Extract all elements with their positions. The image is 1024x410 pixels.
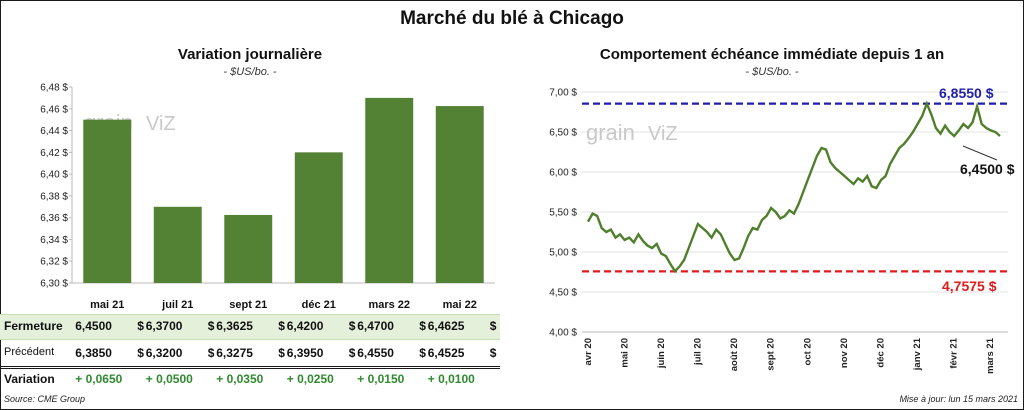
line-x-tick-label: févr 21 (948, 337, 959, 368)
bar (153, 206, 202, 283)
table-cell: 6,3275 (216, 346, 253, 360)
bar-y-tick-label: 6,36 $ (40, 213, 68, 224)
line-x-axis: avr 20 mai 20 juin 20 juil 20 août 20 sept 20… (583, 337, 996, 374)
bar-y-tick-label: 6,38 $ (40, 191, 68, 202)
line-x-tick-label: mai 20 (620, 338, 631, 368)
page-title: Marché du blé à Chicago (400, 8, 624, 29)
table-cell-currency: $ (419, 319, 426, 333)
last-price-leader (962, 145, 998, 161)
table-cell: + 0,0250 (286, 372, 334, 386)
bar-y-tick-label: 6,34 $ (40, 235, 68, 246)
table-cell: 6,4700 (357, 319, 394, 333)
table-cell-currency: $ (348, 346, 356, 360)
bar (224, 214, 273, 283)
table-cell: 6,4525 (427, 346, 465, 360)
table-cell: + 0,0350 (216, 372, 264, 386)
line-x-tick-label: déc 20 (875, 338, 886, 368)
watermark-left-wiz: ViZ (146, 113, 176, 135)
table-row-label: Variation (4, 372, 55, 386)
table-cell: 6,4500 (75, 319, 112, 333)
table-cell: + 0,0100 (427, 372, 475, 386)
table-cell: 6,3200 (145, 346, 183, 360)
line-x-tick-label: mars 21 (985, 337, 996, 374)
table-cell: 6,3950 (286, 346, 324, 360)
table-cell: 6,4550 (357, 346, 394, 360)
line-y-tick-label: 5,00 $ (549, 248, 577, 259)
bar-y-tick-label: 6,48 $ (40, 83, 68, 94)
line-y-tick-label: 4,50 $ (549, 288, 577, 299)
table-cell: + 0,0150 (357, 372, 405, 386)
watermark-right-wiz: ViZ (648, 123, 678, 145)
line-x-tick-label: janv 21 (912, 337, 923, 371)
line-x-tick-label: nov 20 (839, 338, 850, 368)
table-cell: 6,3850 (75, 346, 112, 360)
bar-category-label: juil 21 (161, 299, 193, 311)
table-cell-currency: $ (137, 319, 144, 333)
line-y-tick-label: 6,50 $ (549, 128, 577, 139)
bar-category-label: sept 21 (229, 299, 267, 311)
left-chart-unit: - $US/bo. - (223, 66, 277, 78)
bar-y-tick-label: 6,40 $ (40, 170, 68, 181)
reference-lines (582, 102, 1008, 273)
table-cell: 6,3625 (216, 319, 253, 333)
bar (435, 106, 484, 283)
line-x-tick-label: juil 20 (693, 338, 704, 366)
line-x-tick-label: août 20 (729, 338, 740, 371)
high-label: 6,8550 $ (939, 85, 994, 101)
table-cell-currency: $ (278, 319, 285, 333)
table-cell-currency: $ (207, 319, 215, 333)
table-cell-currency: $ (489, 319, 497, 333)
bar-y-tick-label: 6,30 $ (40, 279, 68, 290)
table-cell-currency: $ (278, 346, 285, 360)
table-cell: + 0,0500 (145, 372, 193, 386)
bar-y-tick-label: 6,44 $ (40, 126, 68, 137)
bar-category-label: mai 22 (443, 299, 477, 311)
bar (83, 119, 132, 284)
table-divider (0, 366, 500, 367)
table-cell-currency: $ (207, 346, 215, 360)
bar-y-tick-label: 6,46 $ (40, 104, 68, 115)
table-cell-currency: $ (348, 319, 356, 333)
low-label: 4,7575 $ (942, 278, 997, 294)
line-x-tick-label: oct 20 (802, 338, 813, 365)
bar-category-label: déc 21 (302, 299, 336, 311)
bar (294, 152, 343, 283)
price-series-line (586, 100, 1001, 274)
table-cell: 6,4200 (286, 319, 324, 333)
watermark-right: grain (586, 120, 635, 145)
line-x-tick-label: sept 20 (766, 338, 777, 371)
table-cell: 6,3700 (145, 319, 183, 333)
right-chart-unit: - $US/bo. - (745, 66, 799, 78)
line-y-tick-label: 6,00 $ (549, 168, 577, 179)
bar-y-tick-label: 6,32 $ (40, 257, 68, 268)
table-cell: 6,4625 (427, 319, 465, 333)
line-y-tick-label: 5,50 $ (549, 208, 577, 219)
table-cell-currency: $ (489, 346, 497, 360)
line-x-tick-label: juin 20 (656, 338, 667, 369)
table-cell: + 0,0650 (75, 372, 123, 386)
left-chart-title: Variation journalière (177, 46, 323, 63)
table-row-label: Fermeture (4, 319, 63, 333)
update-note: Mise à jour: lun 15 mars 2021 (899, 394, 1018, 404)
bar (365, 97, 414, 283)
table-row-label: Précédent (4, 346, 55, 358)
bars (83, 97, 484, 284)
last-price-label: 6,4500 $ (960, 161, 1015, 177)
bar-categories: mai 21 juil 21 sept 21 déc 21 mars 22 mai 22 (90, 299, 477, 311)
line-y-tick-label: 4,00 $ (549, 328, 577, 339)
table-cell-currency: $ (137, 346, 144, 360)
bar-y-tick-label: 6,42 $ (40, 148, 68, 159)
right-chart-title: Comportement échéance immédiate depuis 1… (599, 46, 945, 63)
bar-category-label: mars 22 (368, 299, 410, 311)
line-x-tick-label: avr 20 (583, 338, 594, 365)
line-y-axis: 4,00 $ 4,50 $ 5,00 $ 5,50 $ 6,00 $ 6,50 $ 7,00… (549, 88, 577, 339)
bar-category-label: mai 21 (90, 299, 124, 311)
table-divider-2 (0, 368, 500, 369)
source-note: Source: CME Group (4, 394, 86, 404)
line-y-tick-label: 7,00 $ (549, 88, 577, 99)
row-band-close (0, 314, 500, 340)
table-cell-currency: $ (419, 346, 426, 360)
